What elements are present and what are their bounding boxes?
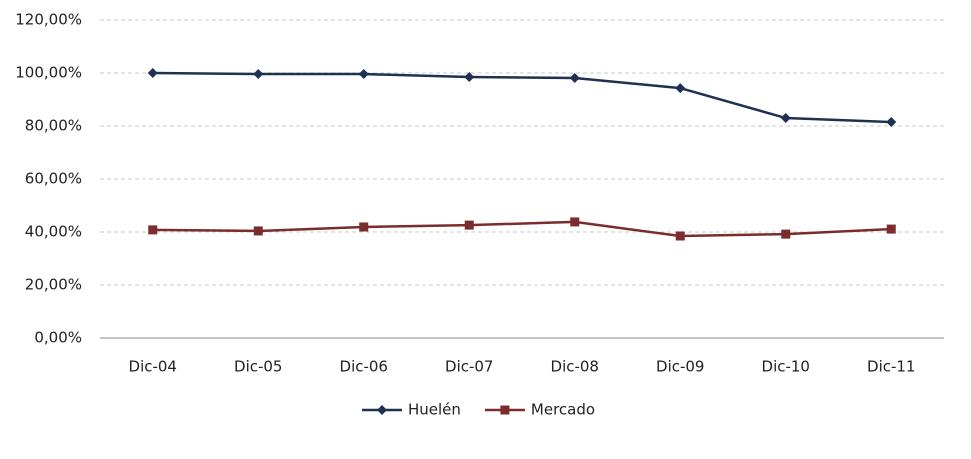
x-tick-label: Dic-06 (340, 358, 388, 376)
legend-marker (500, 405, 510, 415)
legend-label: Huelén (408, 401, 461, 419)
y-tick-label: 100,00% (15, 64, 82, 82)
y-tick-label: 20,00% (25, 276, 82, 294)
y-tick-label: 80,00% (25, 117, 82, 135)
y-tick-label: 60,00% (25, 170, 82, 188)
x-tick-label: Dic-08 (551, 358, 599, 376)
y-tick-label: 40,00% (25, 223, 82, 241)
data-point (147, 68, 158, 78)
x-tick-label: Dic-09 (656, 358, 704, 376)
y-tick-label: 0,00% (34, 329, 82, 347)
data-point (464, 71, 475, 82)
data-point (464, 220, 474, 230)
data-point (570, 217, 580, 227)
series-line (152, 71, 892, 124)
x-tick-label: Dic-05 (234, 358, 282, 376)
data-point (675, 231, 685, 241)
data-point (886, 224, 896, 234)
data-point (148, 225, 158, 235)
data-point (253, 226, 263, 236)
data-point (780, 113, 791, 124)
x-tick-label: Dic-10 (762, 358, 810, 376)
x-tick-label: Dic-04 (129, 358, 177, 376)
data-point (781, 229, 791, 239)
data-point (358, 69, 369, 80)
data-point (359, 222, 369, 232)
legend-marker (377, 405, 387, 415)
legend-label: Mercado (531, 401, 595, 419)
data-point (569, 73, 580, 84)
data-point (675, 83, 686, 94)
series-line (152, 220, 892, 238)
x-tick-label: Dic-11 (867, 358, 915, 376)
y-tick-label: 120,00% (15, 11, 82, 29)
x-tick-label: Dic-07 (445, 358, 493, 376)
data-point (253, 69, 264, 80)
data-point (886, 117, 897, 128)
